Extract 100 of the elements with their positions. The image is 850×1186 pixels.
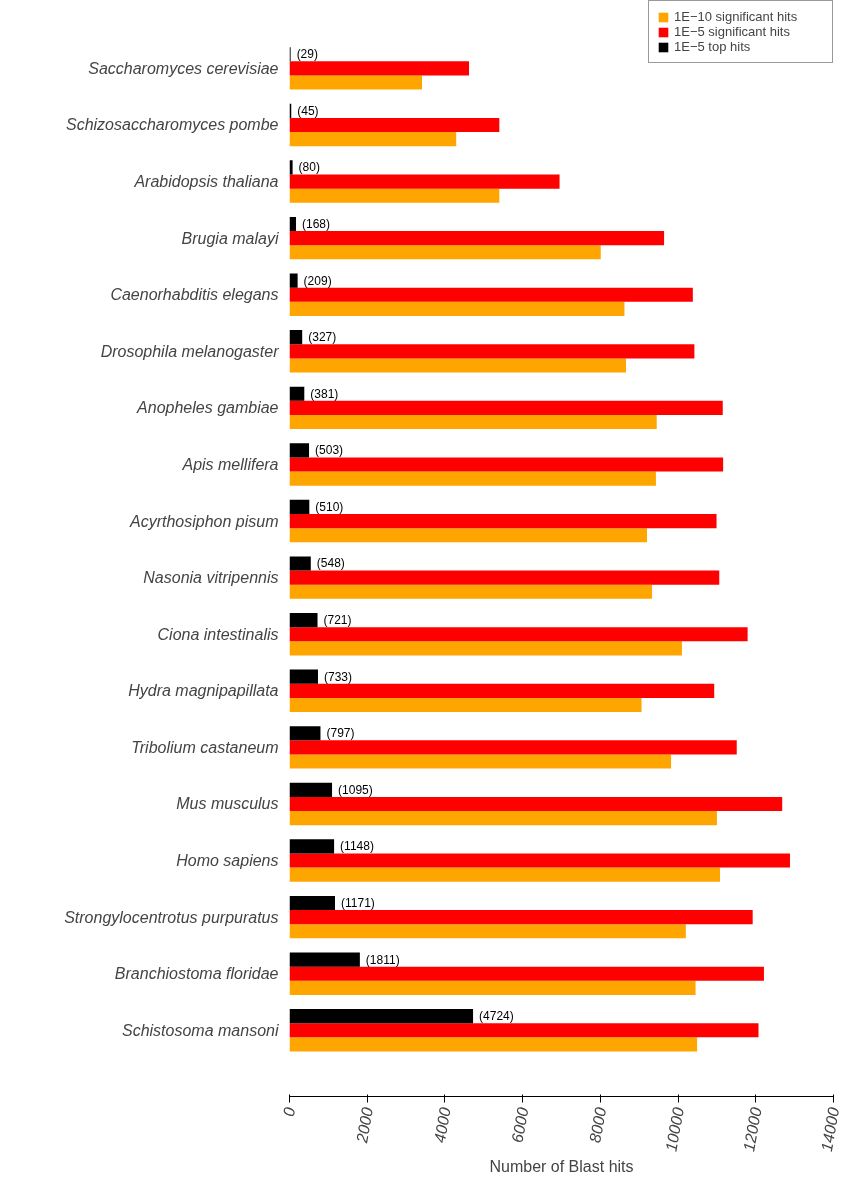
bar xyxy=(289,895,335,911)
x-axis-title: Number of Blast hits xyxy=(489,1158,634,1176)
bar xyxy=(289,216,297,232)
bar xyxy=(289,726,321,741)
y-tick-label: Schizosaccharomyces pombe xyxy=(65,116,279,134)
bar xyxy=(289,528,647,543)
bar xyxy=(289,570,720,585)
y-tick-label: Nasonia vitripennis xyxy=(143,569,279,587)
y-tick-label: Homo sapiens xyxy=(176,852,279,870)
bar xyxy=(289,132,457,147)
data-label: (29) xyxy=(296,47,318,62)
data-label: (510) xyxy=(315,499,344,514)
x-tick-label: 0 xyxy=(280,1106,299,1118)
bar xyxy=(289,924,686,939)
data-label: (721) xyxy=(323,613,352,628)
bar xyxy=(289,443,310,458)
bar xyxy=(289,499,310,514)
bar xyxy=(289,910,753,925)
data-label: (1811) xyxy=(365,952,400,967)
y-tick-label: Schistosoma mansoni xyxy=(121,1021,279,1039)
bar xyxy=(289,697,642,713)
y-tick-label: Mus musculus xyxy=(176,795,279,813)
bar xyxy=(289,980,696,995)
data-label: (1171) xyxy=(341,895,375,910)
y-tick-label: Branchiostoma floridae xyxy=(114,965,279,983)
data-label: (80) xyxy=(298,160,320,175)
data-label: (733) xyxy=(323,669,352,684)
bar xyxy=(289,174,560,189)
bar xyxy=(289,273,298,288)
bar xyxy=(289,1037,698,1052)
bar xyxy=(289,627,748,642)
x-tick-label: 12000 xyxy=(740,1106,765,1153)
bar xyxy=(289,330,303,345)
data-label: (327) xyxy=(308,330,337,345)
data-label: (797) xyxy=(326,726,355,741)
y-tick-label: Brugia malayi xyxy=(181,229,279,247)
bar xyxy=(289,358,626,373)
y-tick-label: Strongylocentrotus purpuratus xyxy=(64,908,279,926)
data-label: (1095) xyxy=(338,782,373,797)
bar xyxy=(289,796,783,812)
bar xyxy=(289,839,335,854)
bar xyxy=(289,160,293,175)
bar xyxy=(289,287,693,302)
bar xyxy=(289,414,657,430)
y-tick-label: Ciona intestinalis xyxy=(157,625,279,643)
bar xyxy=(289,61,470,76)
bar xyxy=(289,75,422,90)
bar xyxy=(289,867,721,882)
bar xyxy=(289,782,333,797)
bar xyxy=(289,188,500,203)
data-label: (168) xyxy=(302,217,331,231)
y-tick-label: Apis mellifera xyxy=(181,455,279,473)
data-label: (381) xyxy=(310,386,339,401)
bar xyxy=(289,754,672,769)
data-label: (548) xyxy=(316,556,345,571)
bar xyxy=(289,245,601,260)
x-tick-label: 2000 xyxy=(352,1106,377,1146)
x-tick-label: 8000 xyxy=(586,1106,610,1145)
data-label: (209) xyxy=(303,273,332,288)
legend-label: 1E−5 top hits xyxy=(674,39,752,54)
bar xyxy=(289,386,305,401)
y-tick-label: Tribolium castaneum xyxy=(131,738,279,756)
data-label: (1148) xyxy=(340,839,374,854)
data-label: (45) xyxy=(297,103,319,118)
y-tick-label: Arabidopsis thaliana xyxy=(133,173,279,191)
data-label: (4724) xyxy=(479,1009,514,1024)
bar xyxy=(289,584,653,599)
data-label: (503) xyxy=(315,443,344,458)
y-tick-label: Drosophila melanogaster xyxy=(100,342,280,360)
bar xyxy=(289,811,717,826)
x-tick-label: 6000 xyxy=(508,1106,532,1145)
bar xyxy=(289,952,360,967)
legend-label: 1E−10 significant hits xyxy=(674,9,799,24)
y-tick-label: Acyrthosiphon pisum xyxy=(128,512,279,530)
bar xyxy=(289,966,764,981)
y-tick-label: Hydra magnipapillata xyxy=(128,682,279,700)
x-tick-label: 14000 xyxy=(817,1106,843,1153)
bar xyxy=(289,117,500,133)
y-tick-label: Anopheles gambiae xyxy=(136,399,279,417)
bar xyxy=(289,1009,474,1024)
bar xyxy=(289,471,656,486)
legend-label: 1E−5 significant hits xyxy=(674,24,791,39)
bar xyxy=(289,669,318,684)
bar xyxy=(289,231,665,246)
bar xyxy=(289,400,723,415)
x-tick-label: 4000 xyxy=(430,1106,454,1145)
bar xyxy=(289,344,695,359)
bar xyxy=(289,683,715,698)
bar xyxy=(289,556,311,571)
y-tick-label: Caenorhabditis elegans xyxy=(110,286,279,304)
bar xyxy=(289,301,625,316)
y-tick-label: Saccharomyces cerevisiae xyxy=(88,59,279,77)
bar xyxy=(289,740,737,755)
bar xyxy=(289,641,682,656)
bar xyxy=(289,613,318,628)
bar xyxy=(289,1023,759,1038)
bar xyxy=(289,457,724,472)
bar xyxy=(289,853,790,868)
x-tick-label: 10000 xyxy=(662,1106,687,1153)
bar xyxy=(289,513,717,529)
